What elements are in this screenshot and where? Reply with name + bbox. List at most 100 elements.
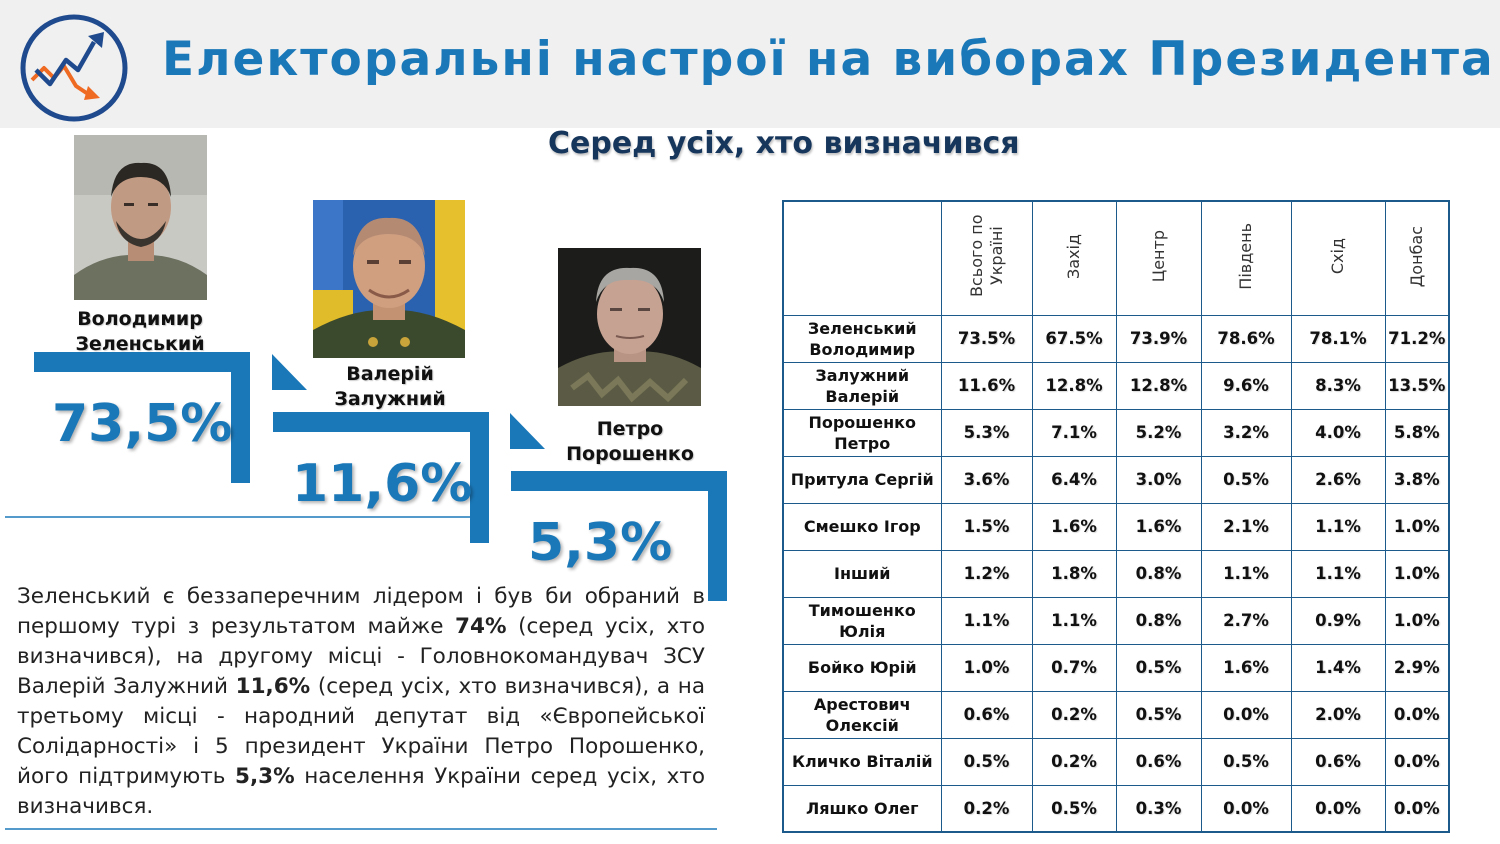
- row-candidate-name: Бойко Юрій: [782, 643, 942, 692]
- candidate-name-zaluzhny: Валерій Залужний: [334, 363, 446, 410]
- table-cell: 3.8%: [1384, 455, 1450, 504]
- row-candidate-name: Порошенко Петро: [782, 408, 942, 457]
- table-corner-cell: [782, 200, 942, 316]
- row-candidate-name: Зеленський Володимир: [782, 314, 942, 363]
- table-cell: 12.8%: [1031, 361, 1117, 410]
- candidate-percent-poroshenko: 5,3%: [528, 513, 673, 573]
- table-cell: 3.0%: [1115, 455, 1202, 504]
- candidate-name-poroshenko: Петро Порошенко: [566, 418, 694, 465]
- table-cell: 2.6%: [1290, 455, 1386, 504]
- candidate-percent-zaluzhny: 11,6%: [292, 454, 473, 514]
- candidate-percent-zelensky: 73,5%: [52, 394, 233, 454]
- table-cell: 1.6%: [1200, 643, 1292, 692]
- row-candidate-name: Притула Сергій: [782, 455, 942, 504]
- table-cell: 1.6%: [1115, 502, 1202, 551]
- column-header: Центр: [1115, 200, 1202, 316]
- table-cell: 1.8%: [1031, 549, 1117, 598]
- candidate-name-zelensky: Володимир Зеленський: [75, 308, 205, 355]
- table-cell: 0.2%: [1031, 690, 1117, 739]
- results-table: Всього по Україні Захід Центр Південь Сх…: [782, 200, 1450, 833]
- table-cell: 0.5%: [940, 737, 1033, 786]
- table-row: Залужний Валерій 11.6% 12.8% 12.8% 9.6% 8.3% 1…: [782, 361, 1450, 410]
- table-cell: 2.9%: [1384, 643, 1450, 692]
- table-cell: 2.0%: [1290, 690, 1386, 739]
- table-cell: 78.1%: [1290, 314, 1386, 363]
- table-cell: 78.6%: [1200, 314, 1292, 363]
- table-cell: 5.8%: [1384, 408, 1450, 457]
- column-header: Південь: [1200, 200, 1292, 316]
- table-cell: 0.8%: [1115, 596, 1202, 645]
- row-candidate-name: Тимошенко Юлія: [782, 596, 942, 645]
- table-cell: 0.5%: [1115, 643, 1202, 692]
- table-row: Інший 1.2% 1.8% 0.8% 1.1% 1.1% 1.0%: [782, 549, 1450, 598]
- table-row: Порошенко Петро 5.3% 7.1% 5.2% 3.2% 4.0% 5.8%: [782, 408, 1450, 457]
- poroshenko-photo: [558, 248, 701, 406]
- row-candidate-name: Ляшко Олег: [782, 784, 942, 833]
- table-row: Бойко Юрій 1.0% 0.7% 0.5% 1.6% 1.4% 2.9%: [782, 643, 1450, 692]
- table-cell: 5.3%: [940, 408, 1033, 457]
- table-cell: 0.8%: [1115, 549, 1202, 598]
- row-candidate-name: Інший: [782, 549, 942, 598]
- table-cell: 0.0%: [1384, 784, 1450, 833]
- table-cell: 7.1%: [1031, 408, 1117, 457]
- table-cell: 0.6%: [940, 690, 1033, 739]
- row-candidate-name: Залужний Валерій: [782, 361, 942, 410]
- table-cell: 1.1%: [1290, 549, 1386, 598]
- table-cell: 0.5%: [1115, 690, 1202, 739]
- table-cell: 2.7%: [1200, 596, 1292, 645]
- table-header-row: Всього по Україні Захід Центр Південь Сх…: [782, 200, 1450, 316]
- table-cell: 0.5%: [1200, 737, 1292, 786]
- table-cell: 0.0%: [1200, 784, 1292, 833]
- table-row: Притула Сергій 3.6% 6.4% 3.0% 0.5% 2.6% 3.8%: [782, 455, 1450, 504]
- table-row: Смешко Ігор 1.5% 1.6% 1.6% 2.1% 1.1% 1.0%: [782, 502, 1450, 551]
- table-cell: 1.0%: [1384, 502, 1450, 551]
- table-cell: 1.1%: [1031, 596, 1117, 645]
- table-cell: 0.7%: [1031, 643, 1117, 692]
- zelensky-photo: [74, 135, 207, 300]
- table-cell: 9.6%: [1200, 361, 1292, 410]
- table-cell: 0.3%: [1115, 784, 1202, 833]
- table-cell: 4.0%: [1290, 408, 1386, 457]
- table-body: Зеленський Володимир 73.5% 67.5% 73.9% 78.6%…: [782, 314, 1450, 833]
- table-cell: 0.2%: [1031, 737, 1117, 786]
- table-cell: 0.0%: [1384, 737, 1450, 786]
- table-cell: 1.5%: [940, 502, 1033, 551]
- table-cell: 13.5%: [1384, 361, 1450, 410]
- row-candidate-name: Кличко Віталій: [782, 737, 942, 786]
- table-cell: 0.0%: [1290, 784, 1386, 833]
- column-header: Захід: [1031, 200, 1117, 316]
- table-cell: 3.6%: [940, 455, 1033, 504]
- table-cell: 1.1%: [1200, 549, 1292, 598]
- table-cell: 0.0%: [1384, 690, 1450, 739]
- table-cell: 0.6%: [1290, 737, 1386, 786]
- table-cell: 0.5%: [1031, 784, 1117, 833]
- header-bar: Електоральні настрої на виборах Президен…: [0, 0, 1500, 128]
- table-cell: 1.4%: [1290, 643, 1386, 692]
- table-cell: 1.6%: [1031, 502, 1117, 551]
- column-header: Всього по Україні: [940, 200, 1033, 316]
- table-row: Кличко Віталій 0.5% 0.2% 0.6% 0.5% 0.6% 0.0%: [782, 737, 1450, 786]
- column-header: Схід: [1290, 200, 1386, 316]
- table-cell: 12.8%: [1115, 361, 1202, 410]
- table-cell: 1.2%: [940, 549, 1033, 598]
- table-cell: 0.2%: [940, 784, 1033, 833]
- table-cell: 0.0%: [1200, 690, 1292, 739]
- table-cell: 1.1%: [940, 596, 1033, 645]
- table-cell: 67.5%: [1031, 314, 1117, 363]
- table-cell: 11.6%: [940, 361, 1033, 410]
- table-cell: 71.2%: [1384, 314, 1450, 363]
- column-header: Донбас: [1384, 200, 1450, 316]
- table-cell: 1.0%: [940, 643, 1033, 692]
- table-cell: 73.5%: [940, 314, 1033, 363]
- table-cell: 6.4%: [1031, 455, 1117, 504]
- table-row: Тимошенко Юлія 1.1% 1.1% 0.8% 2.7% 0.9% 1.0%: [782, 596, 1450, 645]
- table-cell: 5.2%: [1115, 408, 1202, 457]
- row-candidate-name: Арестович Олексій: [782, 690, 942, 739]
- table-cell: 1.0%: [1384, 596, 1450, 645]
- table-cell: 1.0%: [1384, 549, 1450, 598]
- table-cell: 73.9%: [1115, 314, 1202, 363]
- table-cell: 2.1%: [1200, 502, 1292, 551]
- table-row: Зеленський Володимир 73.5% 67.5% 73.9% 78.6%…: [782, 314, 1450, 363]
- table-row: Ляшко Олег 0.2% 0.5% 0.3% 0.0% 0.0% 0.0%: [782, 784, 1450, 833]
- table-row: Арестович Олексій 0.6% 0.2% 0.5% 0.0% 2.0% 0.0…: [782, 690, 1450, 739]
